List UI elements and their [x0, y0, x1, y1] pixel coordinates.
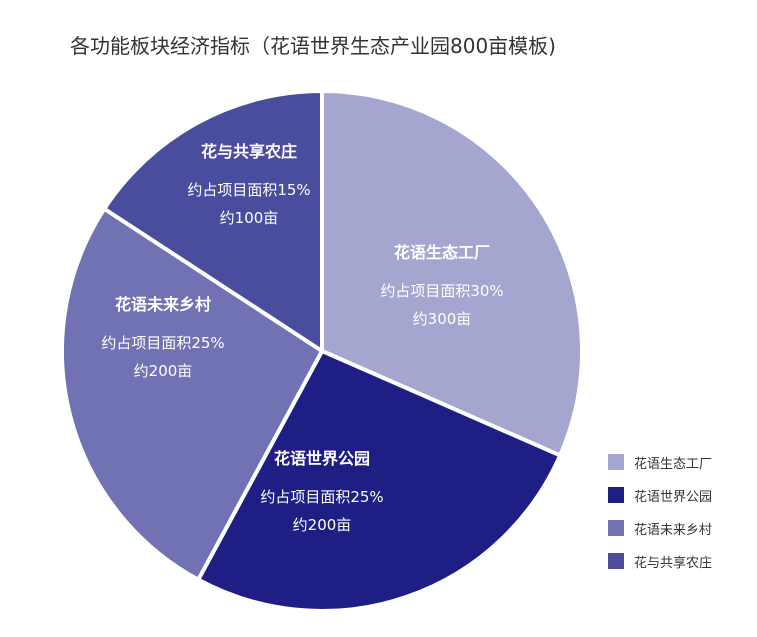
slice-name-label: 花语世界公园 — [274, 449, 370, 468]
legend-label: 花语生态工厂 — [634, 456, 713, 472]
chart-title: 各功能板块经济指标（花语世界生态产业园800亩模板) — [70, 34, 556, 58]
pie-slice — [320, 89, 584, 458]
slice-area-label: 约占项目面积25% — [260, 488, 383, 506]
slice-acreage-label: 约200亩 — [293, 516, 352, 534]
slice-area-label: 约占项目面积25% — [101, 334, 224, 352]
pie-slices — [60, 89, 584, 613]
chart-legend: 花语生态工厂 花语世界公园 花语未来乡村 花与共享农庄 — [608, 452, 712, 584]
legend-swatch — [608, 520, 624, 536]
legend-swatch — [608, 454, 624, 470]
slice-area-label: 约占项目面积30% — [380, 282, 503, 300]
legend-item: 花语世界公园 — [608, 485, 712, 505]
slice-acreage-label: 约100亩 — [220, 209, 279, 227]
slice-acreage-label: 约200亩 — [134, 362, 193, 380]
legend-label: 花与共享农庄 — [634, 555, 713, 571]
legend-item: 花与共享农庄 — [608, 551, 712, 571]
legend-swatch — [608, 553, 624, 569]
legend-swatch — [608, 487, 624, 503]
pie-slice — [102, 89, 324, 353]
legend-label: 花语未来乡村 — [634, 522, 713, 538]
slice-name-label: 花语未来乡村 — [115, 295, 211, 314]
slice-acreage-label: 约300亩 — [413, 310, 472, 328]
legend-item: 花语生态工厂 — [608, 452, 712, 472]
pie-slice-labels: 花语生态工厂约占项目面积30%约300亩花语世界公园约占项目面积25%约200亩… — [101, 142, 503, 534]
legend-label: 花语世界公园 — [634, 489, 713, 505]
slice-name-label: 花语生态工厂 — [394, 243, 490, 262]
slice-area-label: 约占项目面积15% — [187, 181, 310, 199]
legend-item: 花语未来乡村 — [608, 518, 712, 538]
pie-slice — [60, 206, 324, 582]
slice-name-label: 花与共享农庄 — [201, 142, 297, 161]
